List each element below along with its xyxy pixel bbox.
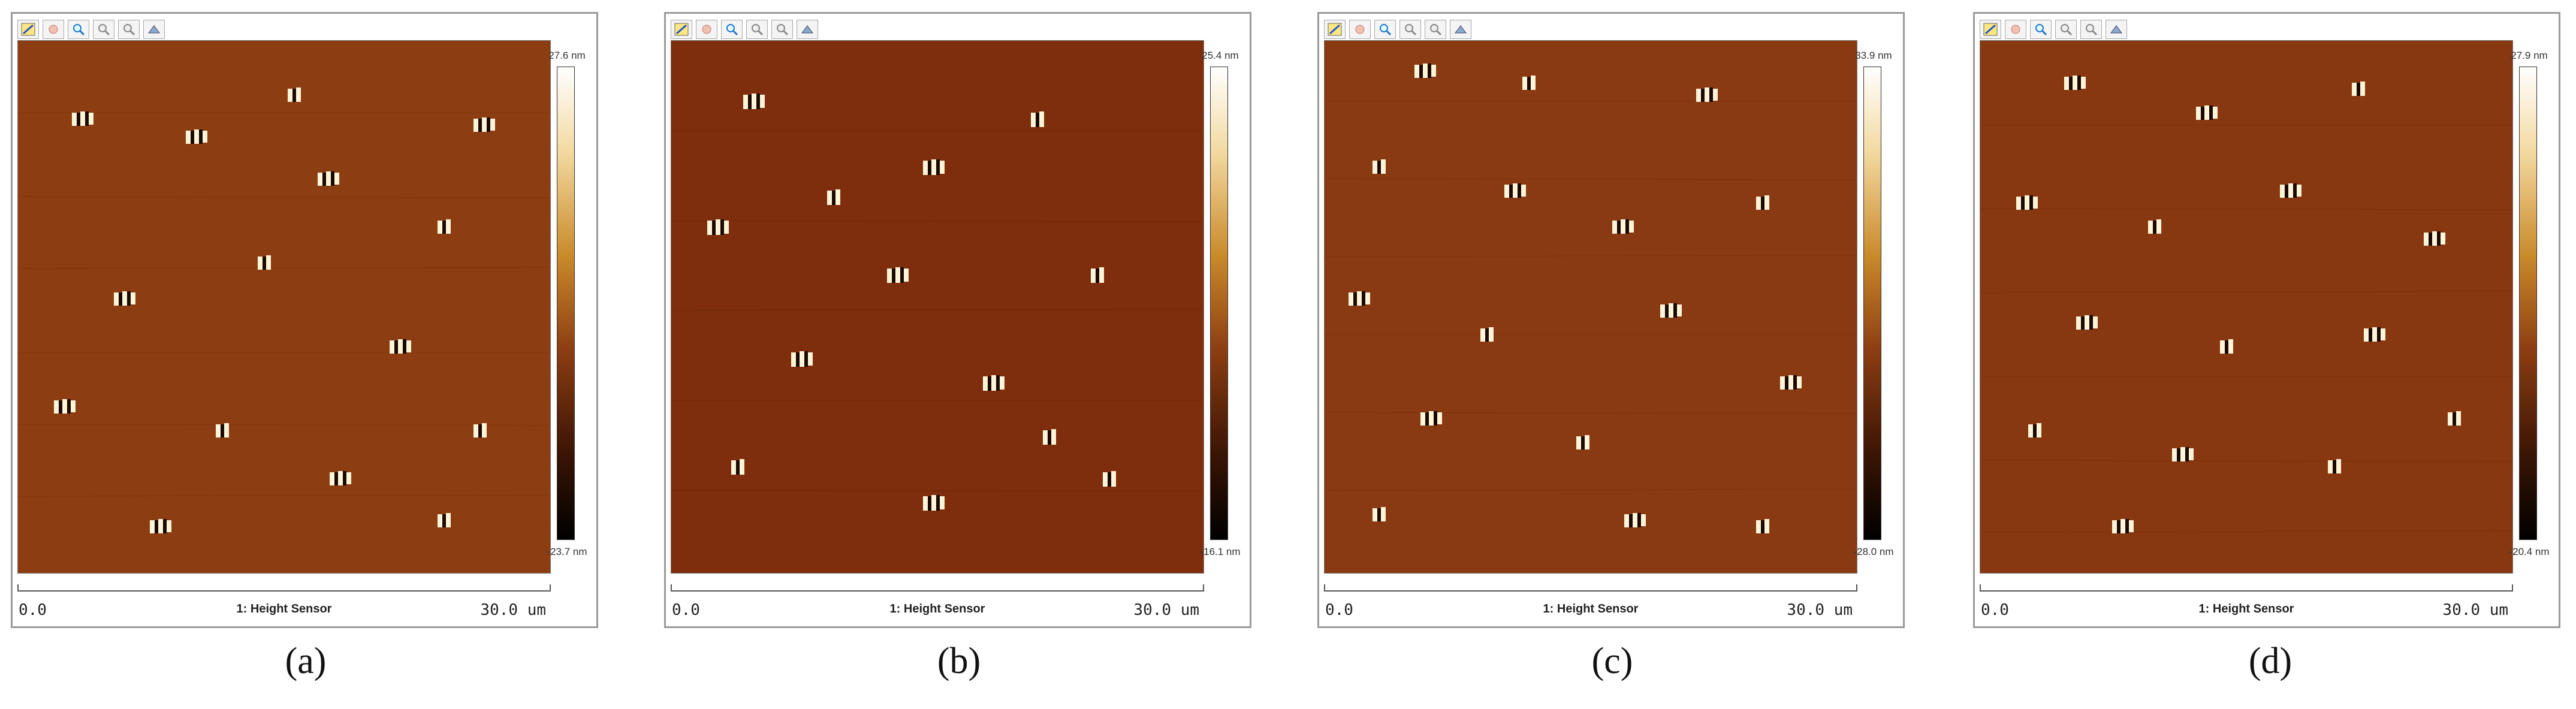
pan-icon[interactable] — [2005, 20, 2026, 39]
pan-icon[interactable] — [696, 20, 717, 39]
scale-max-label: 25.4 nm — [1202, 50, 1239, 61]
height-image[interactable] — [671, 40, 1204, 574]
color-scale-bar — [1863, 67, 1881, 540]
axis-start-label: 0.0 — [1325, 601, 1353, 619]
panel-toolbar — [1324, 20, 1471, 40]
color-scale-bar — [1210, 67, 1228, 540]
scale-min-label: -23.7 nm — [547, 546, 587, 557]
axis-end-label: 30.0 um — [1787, 601, 1853, 619]
draw-line-icon[interactable] — [1980, 20, 2001, 39]
scale-max-label: 27.6 nm — [548, 50, 586, 61]
axis-end-label: 30.0 um — [1133, 601, 1199, 619]
axis-end-label: 30.0 um — [2442, 601, 2508, 619]
panel-toolbar — [671, 20, 818, 40]
color-scale-bar — [2519, 67, 2537, 540]
pan-icon[interactable] — [1349, 20, 1371, 39]
channel-title: 1: Height Sensor — [2198, 602, 2294, 616]
zoom-in-icon[interactable] — [1399, 20, 1421, 39]
x-axis — [1980, 584, 2513, 594]
zoom-out-icon[interactable] — [1425, 20, 1446, 39]
axis-start-label: 0.0 — [1981, 601, 2009, 619]
zoom-in-icon[interactable] — [93, 20, 114, 39]
zoom-icon[interactable] — [1374, 20, 1396, 39]
export-icon[interactable] — [1450, 20, 1471, 39]
caption-d: (d) — [2248, 641, 2293, 681]
draw-line-icon[interactable] — [1324, 20, 1346, 39]
height-image[interactable] — [1324, 40, 1857, 574]
zoom-icon[interactable] — [721, 20, 743, 39]
draw-line-icon[interactable] — [17, 20, 39, 39]
afm-panel-d: 27.9 nm -20.4 nm 0.0 1: Height Sensor 30… — [1973, 12, 2560, 628]
zoom-icon[interactable] — [2030, 20, 2052, 39]
caption-a: (a) — [285, 641, 327, 681]
channel-title: 1: Height Sensor — [889, 602, 985, 616]
scale-min-label: -28.0 nm — [1853, 546, 1894, 557]
axis-start-label: 0.0 — [672, 601, 700, 619]
color-scale-bar — [557, 67, 575, 540]
scale-min-label: -16.1 nm — [1200, 546, 1241, 557]
afm-panel-a: 27.6 nm -23.7 nm 0.0 1: Height Sensor 30… — [11, 12, 598, 628]
channel-title: 1: Height Sensor — [236, 602, 332, 616]
zoom-out-icon[interactable] — [118, 20, 140, 39]
height-image[interactable] — [1980, 40, 2513, 574]
axis-start-label: 0.0 — [19, 601, 47, 619]
export-icon[interactable] — [2106, 20, 2127, 39]
caption-c: (c) — [1591, 641, 1633, 681]
channel-title: 1: Height Sensor — [1543, 602, 1639, 616]
panel-toolbar — [17, 20, 165, 40]
afm-panel-c: 33.9 nm -28.0 nm 0.0 1: Height Sensor 30… — [1317, 12, 1905, 628]
x-axis — [671, 584, 1204, 594]
afm-panel-b: 25.4 nm -16.1 nm 0.0 1: Height Sensor 30… — [664, 12, 1251, 628]
x-axis — [1324, 584, 1857, 594]
zoom-in-icon[interactable] — [2055, 20, 2077, 39]
zoom-out-icon[interactable] — [2080, 20, 2102, 39]
caption-b: (b) — [937, 641, 981, 681]
pan-icon[interactable] — [43, 20, 64, 39]
scale-min-label: -20.4 nm — [2509, 546, 2550, 557]
axis-end-label: 30.0 um — [480, 601, 546, 619]
panel-toolbar — [1980, 20, 2127, 40]
export-icon[interactable] — [797, 20, 818, 39]
scale-max-label: 33.9 nm — [1855, 50, 1892, 61]
zoom-in-icon[interactable] — [746, 20, 768, 39]
export-icon[interactable] — [143, 20, 165, 39]
height-image[interactable] — [17, 40, 551, 574]
x-axis — [17, 584, 551, 594]
zoom-icon[interactable] — [68, 20, 89, 39]
zoom-out-icon[interactable] — [771, 20, 793, 39]
scale-max-label: 27.9 nm — [2511, 50, 2548, 61]
draw-line-icon[interactable] — [671, 20, 692, 39]
